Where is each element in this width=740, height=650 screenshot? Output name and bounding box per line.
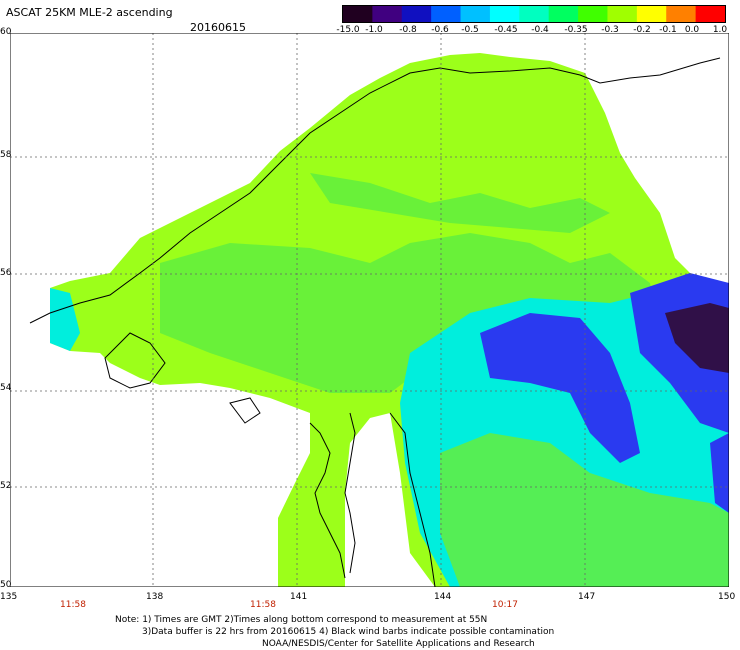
color-scale-swatch [490, 6, 520, 22]
color-scale-swatch [696, 6, 726, 22]
color-scale-swatch [402, 6, 432, 22]
color-scale-swatch [372, 6, 402, 22]
lat-tick: 60 [0, 27, 11, 37]
color-scale-bar [342, 5, 726, 23]
lon-tick: 144 [434, 592, 451, 602]
color-scale-swatch [637, 6, 667, 22]
lon-tick: 141 [290, 592, 307, 602]
lat-tick: 58 [0, 150, 11, 160]
color-scale-swatch [549, 6, 579, 22]
lon-tick: 138 [146, 592, 163, 602]
color-scale-swatch [607, 6, 637, 22]
pass-time: 11:58 [250, 600, 276, 610]
wind-map [10, 33, 729, 587]
pass-time: 11:58 [60, 600, 86, 610]
color-scale-swatch [666, 6, 696, 22]
lat-tick: 54 [0, 383, 11, 393]
lat-tick: 56 [0, 268, 11, 278]
pass-time: 10:17 [492, 600, 518, 610]
lat-tick: 50 [0, 580, 11, 590]
lon-tick: 147 [578, 592, 595, 602]
lon-tick: 150 [718, 592, 735, 602]
lat-tick: 52 [0, 481, 11, 491]
note-line-3: NOAA/NESDIS/Center for Satellite Applica… [262, 639, 535, 649]
lon-tick: 135 [0, 592, 17, 602]
note-line-2: 3)Data buffer is 22 hrs from 20160615 4)… [142, 627, 554, 637]
color-scale-swatch [461, 6, 491, 22]
color-scale-swatch [519, 6, 549, 22]
color-scale-swatch [578, 6, 608, 22]
color-scale-swatch [431, 6, 461, 22]
map-title: ASCAT 25KM MLE-2 ascending [6, 6, 173, 19]
note-line-1: Note: 1) Times are GMT 2)Times along bot… [115, 615, 487, 625]
color-scale-swatch [343, 6, 373, 22]
